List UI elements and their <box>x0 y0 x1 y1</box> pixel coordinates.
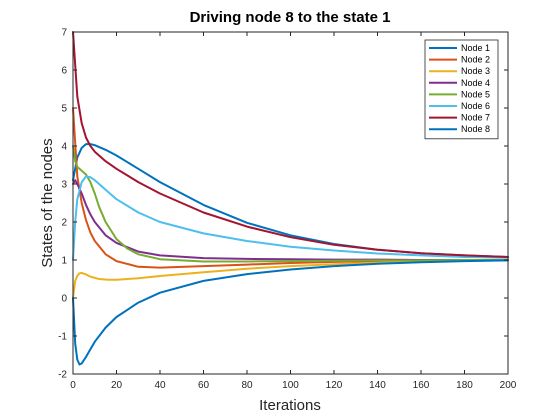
legend-label-8: Node 8 <box>461 124 490 134</box>
series-layer <box>72 31 509 366</box>
legend-label-5: Node 5 <box>461 89 490 99</box>
x-tick-label: 160 <box>413 380 430 391</box>
x-tick-label: 180 <box>456 380 473 391</box>
x-tick-label: 20 <box>111 380 123 391</box>
series-line-7 <box>72 31 509 258</box>
y-axis-label: States of the nodes <box>39 138 56 267</box>
series-line-3 <box>72 259 509 299</box>
legend-label-1: Node 1 <box>461 43 490 53</box>
series-line-8 <box>72 259 509 366</box>
x-tick-label: 140 <box>369 380 386 391</box>
x-tick-label: 60 <box>198 380 210 391</box>
series-line-5 <box>72 145 509 263</box>
chart-title: Driving node 8 to the state 1 <box>190 9 391 26</box>
x-tick-label: 80 <box>241 380 253 391</box>
x-tick-label: 120 <box>326 380 343 391</box>
x-tick-label: 100 <box>282 380 299 391</box>
x-tick-label: 40 <box>154 380 166 391</box>
series-line-6 <box>72 175 509 261</box>
y-tick-label: -2 <box>58 370 67 381</box>
axes-layer: 0 20 40 60 80 100 120 140 160 180 200 -2 -1 0 1 2 3 4 5 6 7 <box>58 28 517 392</box>
legend-label-4: Node 4 <box>461 78 490 88</box>
x-tick-label: 200 <box>500 380 517 391</box>
legend-box <box>424 39 499 140</box>
x-axis-label: Iterations <box>259 397 321 414</box>
y-tick-label: 5 <box>61 104 67 115</box>
legend-label-3: Node 3 <box>461 66 490 76</box>
y-tick-label: 1 <box>61 256 67 267</box>
y-tick-label: 2 <box>61 218 67 229</box>
x-tick-label: 0 <box>70 380 76 391</box>
y-tick-label: 0 <box>61 294 67 305</box>
y-tick-label: 6 <box>61 66 67 77</box>
y-tick-label: 4 <box>61 142 67 153</box>
legend-label-2: Node 2 <box>461 55 490 65</box>
y-tick-label: 3 <box>61 180 67 191</box>
legend-label-6: Node 6 <box>461 101 490 111</box>
legend-label-7: Node 7 <box>461 113 490 123</box>
y-tick-label: -1 <box>58 332 67 343</box>
y-tick-label: 7 <box>61 28 67 39</box>
